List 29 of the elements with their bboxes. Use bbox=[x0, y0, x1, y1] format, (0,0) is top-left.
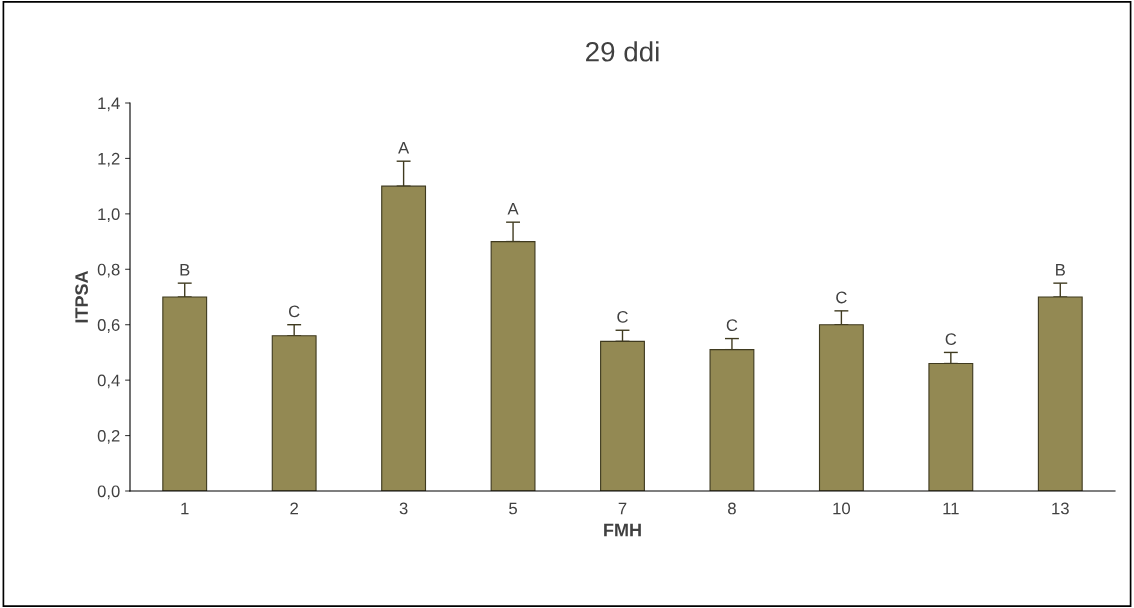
x-tick-label: 8 bbox=[728, 502, 736, 515]
annotation: C bbox=[945, 333, 957, 345]
x-tick-label: 1 bbox=[181, 502, 189, 515]
annotation: B bbox=[180, 264, 190, 276]
y-tick-label: 0,2 bbox=[97, 429, 120, 444]
y-tick-label: 1,2 bbox=[98, 152, 120, 167]
annotation: A bbox=[507, 203, 519, 215]
x-tick-label: 10 bbox=[833, 502, 851, 515]
x-tick-label: 13 bbox=[1052, 502, 1069, 515]
y-axis-title: ITPSA bbox=[75, 270, 88, 323]
y-tick-label: 0,0 bbox=[97, 485, 120, 500]
annotation: C bbox=[288, 305, 300, 318]
annotation: C bbox=[726, 319, 738, 332]
annotation: C bbox=[617, 310, 628, 323]
y-tick-label: 1,4 bbox=[98, 97, 120, 112]
y-tick-label: 0,4 bbox=[97, 374, 120, 389]
chart-title: 29 ddi bbox=[586, 41, 659, 62]
y-tick-label: 1,0 bbox=[98, 208, 120, 223]
x-axis-title: FMH bbox=[604, 523, 641, 537]
x-tick-label: 2 bbox=[290, 502, 298, 515]
x-tick-label: 11 bbox=[943, 502, 959, 515]
y-tick-label: 0,6 bbox=[97, 319, 120, 333]
annotation: A bbox=[398, 142, 410, 154]
annotation: B bbox=[1056, 264, 1065, 276]
x-tick-label: 5 bbox=[509, 502, 517, 515]
y-tick-label: 0,8 bbox=[97, 263, 120, 278]
annotation: C bbox=[836, 291, 847, 304]
x-tick-label: 3 bbox=[399, 502, 408, 515]
x-tick-label: 7 bbox=[618, 502, 627, 515]
